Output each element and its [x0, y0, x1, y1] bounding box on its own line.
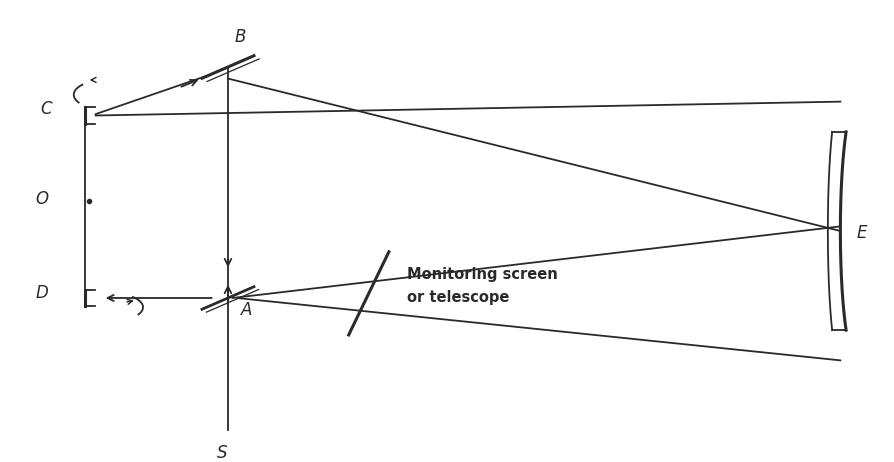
Text: $\mathit{B}$: $\mathit{B}$: [234, 28, 247, 46]
Text: $\mathit{A}$: $\mathit{A}$: [240, 301, 253, 319]
Text: or telescope: or telescope: [407, 291, 510, 305]
Text: $\mathit{E}$: $\mathit{E}$: [856, 225, 869, 242]
Text: $\mathit{D}$: $\mathit{D}$: [35, 285, 49, 302]
Text: $\mathit{S}$: $\mathit{S}$: [215, 444, 228, 462]
Text: $\mathit{O}$: $\mathit{O}$: [35, 190, 49, 207]
Text: Monitoring screen: Monitoring screen: [407, 267, 558, 282]
Text: $\mathit{C}$: $\mathit{C}$: [40, 100, 54, 117]
